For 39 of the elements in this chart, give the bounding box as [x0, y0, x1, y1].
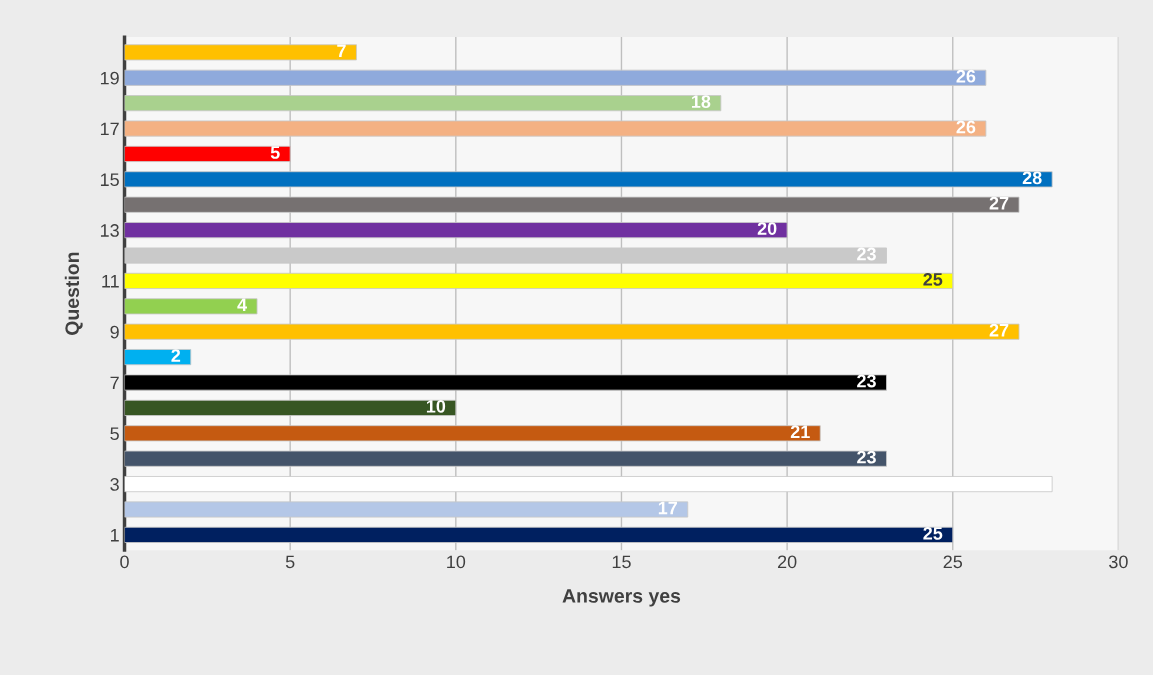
y-tick-label: 11: [102, 275, 119, 288]
y-axis-title: Question: [64, 252, 83, 335]
data-label: 20: [757, 222, 777, 235]
data-label: 26: [956, 69, 976, 83]
y-tick-label: 15: [100, 173, 119, 187]
x-tick-label: 0: [120, 555, 129, 569]
data-label: 27: [989, 196, 1009, 210]
data-label: 18: [691, 95, 711, 108]
bar: [124, 349, 192, 366]
data-label: 5: [270, 146, 280, 159]
y-tick-label: 3: [110, 478, 119, 491]
x-tick-label: 15: [612, 555, 631, 569]
data-label: 17: [658, 501, 677, 515]
data-label: 23: [857, 374, 876, 388]
data-label: 23: [857, 450, 876, 464]
y-tick-label: 9: [110, 325, 119, 339]
x-tick-label: 5: [285, 555, 295, 569]
data-label: 27: [989, 323, 1009, 337]
y-tick-label: 19: [100, 71, 119, 85]
bar: [124, 298, 258, 315]
data-label: 28: [1022, 171, 1042, 185]
data-label: 2: [171, 349, 181, 362]
x-tick-label: 30: [1109, 555, 1128, 569]
y-tick-label: 5: [110, 427, 119, 441]
x-tick-label: 10: [447, 555, 466, 569]
data-label: 25: [923, 272, 943, 286]
data-label: 21: [790, 425, 810, 438]
data-label: 10: [426, 399, 446, 413]
y-tick-label: 1: [111, 529, 119, 542]
data-label: 7: [337, 44, 346, 58]
y-tick-label: 13: [100, 224, 119, 237]
x-tick-label: 25: [943, 555, 963, 569]
x-tick-label: 20: [777, 555, 797, 569]
data-label: 25: [923, 526, 943, 540]
y-tick-label: 17: [100, 122, 119, 136]
data-label: 26: [956, 120, 976, 134]
data-label: 4: [237, 298, 248, 311]
x-axis-title: Answers yes: [562, 589, 681, 607]
y-tick-label: 7: [110, 376, 119, 390]
